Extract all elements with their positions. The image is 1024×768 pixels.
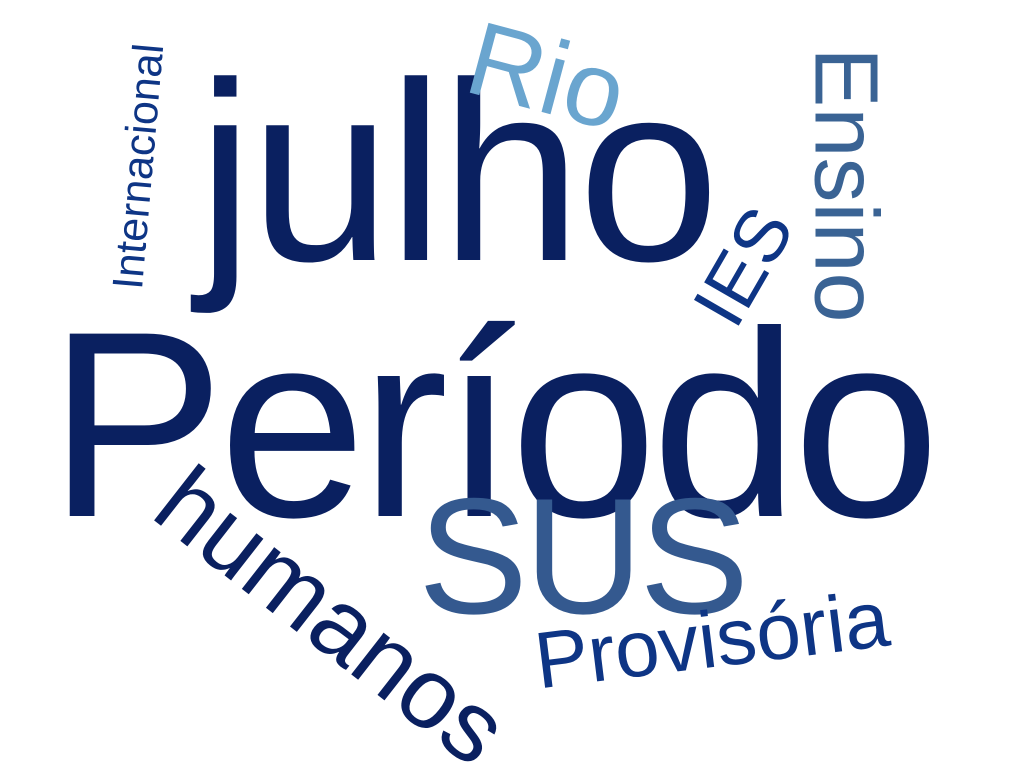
- word-periodo: Período: [48, 277, 940, 573]
- word-sus: SUS: [418, 464, 749, 648]
- word-internacional: Internacional: [103, 41, 174, 292]
- word-ensino: Ensino: [795, 47, 896, 323]
- word-julho: julho: [197, 30, 720, 315]
